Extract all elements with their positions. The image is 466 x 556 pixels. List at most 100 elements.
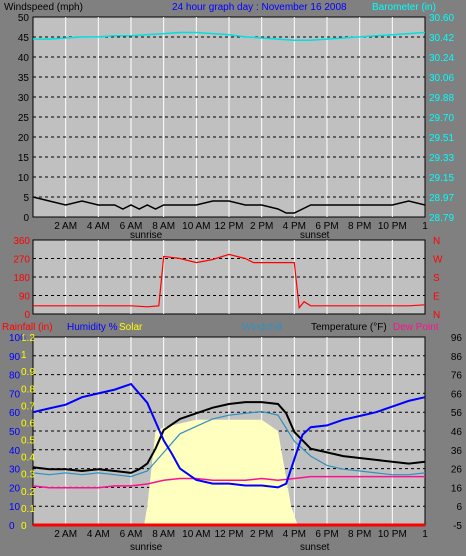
windchill-line	[32, 410, 426, 478]
windspeed-tick: 5	[23, 193, 29, 204]
time-tick: 12 PM	[215, 221, 244, 232]
barometer-tick: 28.97	[429, 193, 454, 204]
time-tick: 8 AM	[152, 221, 175, 232]
time-tick: 10 AM	[182, 221, 210, 232]
time-tick: 2 AM	[54, 529, 77, 540]
graph-title: 24 hour graph day : November 16 2008	[172, 2, 347, 13]
panel3-time-labels: 2 AM 4 AM 6 AM 8 AM 10 AM 12 PM 2 PM 4 PM 6 PM 8 …	[54, 529, 428, 540]
dewpoint-line	[32, 475, 425, 489]
sunrise-marker-bottom: sunrise	[130, 542, 163, 553]
barometer-tick: 30.42	[429, 33, 454, 44]
temperature-tick: 36	[451, 446, 463, 457]
windspeed-axis-title: Windspeed (mph)	[4, 2, 83, 13]
direction-tick: 90	[19, 292, 31, 303]
barometer-tick: 29.88	[429, 93, 454, 104]
humidity-tick: 30	[9, 465, 21, 476]
temperature-tick: 86	[451, 352, 463, 363]
time-tick: 8 AM	[152, 529, 175, 540]
dewpoint-legend: Dew Point	[393, 322, 439, 333]
time-tick: 2 PM	[250, 529, 273, 540]
rainfall-tick: 0.6	[21, 418, 35, 429]
windspeed-tick: 45	[18, 33, 30, 44]
humidity-tick: 10	[9, 502, 21, 513]
temperature-tick: 76	[451, 371, 463, 382]
rainfall-tick: 1	[21, 350, 27, 361]
direction-tick: 180	[13, 273, 30, 284]
time-tick: 10 PM	[378, 529, 407, 540]
humidity-line	[32, 382, 426, 489]
rainfall-tick: 0.3	[21, 470, 35, 481]
time-tick: 6 AM	[120, 529, 143, 540]
rainfall-tick: 0.7	[21, 401, 35, 412]
humidity-tick: 50	[9, 427, 21, 438]
humidity-tick: 100	[9, 333, 26, 344]
windspeed-tick: 35	[18, 73, 30, 84]
barometer-tick: 29.51	[429, 133, 454, 144]
rainfall-tick: 0.2	[21, 487, 35, 498]
direction-letter: N	[433, 236, 440, 247]
time-tick: 6 PM	[315, 529, 338, 540]
rainfall-tick: 0.8	[21, 384, 35, 395]
rainfall-tick: 0.9	[21, 367, 35, 378]
direction-letter: W	[433, 255, 443, 266]
sunset-marker-bottom: sunset	[300, 542, 330, 553]
windspeed-tick: 30	[18, 93, 30, 104]
rainfall-tick: 0.4	[21, 453, 35, 464]
barometer-tick: 29.33	[429, 153, 454, 164]
temperature-tick-labels: 96 86 76 66 56 46 36 26 16 6 -5	[451, 333, 463, 532]
windspeed-tick: 10	[18, 173, 30, 184]
barometer-tick: 30.24	[429, 53, 454, 64]
windspeed-tick: 40	[18, 53, 30, 64]
humidity-tick: 40	[9, 446, 21, 457]
time-tick: 4 AM	[87, 221, 110, 232]
barometer-tick: 29.70	[429, 113, 454, 124]
direction-letter: N	[433, 310, 440, 321]
humidity-tick: 90	[9, 352, 21, 363]
temperature-tick: 46	[451, 427, 463, 438]
rainfall-legend: Rainfall (in)	[2, 322, 53, 333]
time-tick: 4 PM	[283, 221, 306, 232]
time-tick: 6 PM	[315, 221, 338, 232]
panel3-grid	[33, 337, 425, 525]
solar-legend: Solar	[119, 322, 143, 333]
time-tick: 8 PM	[348, 221, 371, 232]
rainfall-tick: 0.5	[21, 436, 35, 447]
barometer-axis-title: Barometer (in)	[372, 2, 436, 13]
temperature-tick: 26	[451, 465, 463, 476]
humidity-tick-labels: 100 90 80 70 60 50 40 30 20 100	[9, 333, 26, 532]
time-tick: 2 PM	[250, 221, 273, 232]
humidity-tick: 70	[9, 389, 21, 400]
temperature-tick: 96	[451, 333, 463, 344]
windspeed-tick: 20	[18, 133, 30, 144]
windchill-legend: Windchill	[242, 322, 282, 333]
humidity-tick: 60	[9, 408, 21, 419]
panel1-time-labels: 2 AM 4 AM 6 AM 8 AM 10 AM 12 PM 2 PM 4 PM 6 PM 8 …	[54, 221, 428, 232]
humidity-legend: Humidity %	[67, 322, 118, 333]
direction-letter: E	[433, 292, 440, 303]
time-tick: 10 AM	[182, 529, 210, 540]
windspeed-tick: 15	[18, 153, 30, 164]
panel3-series	[32, 382, 426, 527]
humidity-tick: 20	[9, 483, 21, 494]
humidity-tick: 80	[9, 371, 21, 382]
wind-direction-line	[33, 253, 426, 310]
time-tick: 10 PM	[378, 221, 407, 232]
time-tick: 4 AM	[87, 529, 110, 540]
barometer-tick: 30.60	[429, 13, 454, 24]
time-tick: 4 PM	[283, 529, 306, 540]
temperature-line	[32, 401, 426, 474]
time-tick: 2 AM	[54, 221, 77, 232]
temperature-legend: Temperature (°F)	[311, 322, 387, 333]
barometer-tick: 29.15	[429, 173, 454, 184]
panel1-series	[32, 31, 426, 214]
rainfall-tick: 0	[21, 521, 27, 532]
temperature-tick: 56	[451, 408, 463, 419]
windspeed-tick: 0	[23, 213, 29, 224]
time-tick: 12 PM	[215, 529, 244, 540]
time-tick: 1	[422, 529, 428, 540]
temperature-tick: 16	[451, 483, 463, 494]
temperature-tick: 66	[451, 389, 463, 400]
barometer-tick: 28.79	[429, 213, 454, 224]
windspeed-tick: 25	[18, 113, 30, 124]
